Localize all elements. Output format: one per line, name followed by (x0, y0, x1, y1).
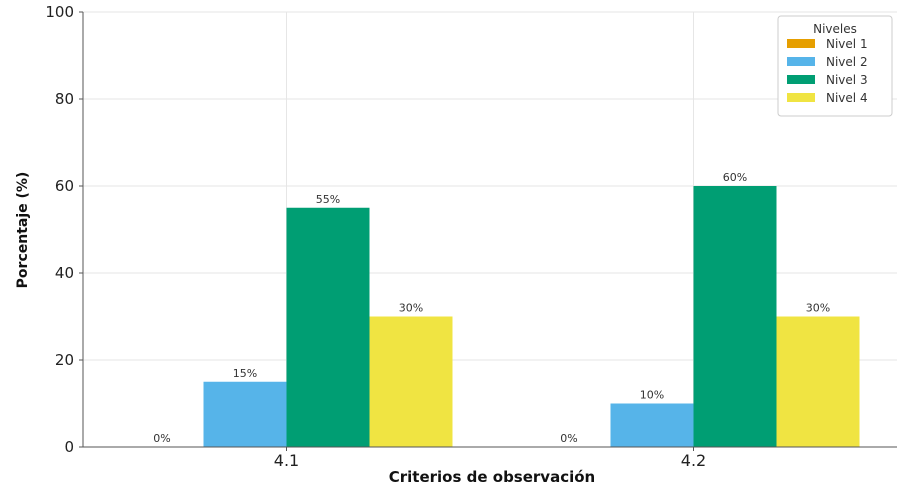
bar (693, 186, 777, 447)
y-tick-label: 100 (45, 3, 74, 21)
x-tick-labels: 4.1 4.2 (274, 451, 706, 470)
legend-swatch (787, 93, 815, 102)
bar-value-label: 60% (723, 171, 747, 184)
bar (369, 316, 453, 447)
axes (82, 12, 897, 448)
legend-swatch (787, 39, 815, 48)
y-tick-label: 20 (55, 351, 74, 369)
y-tick-label: 40 (55, 264, 74, 282)
x-tick-label: 4.1 (274, 451, 299, 470)
bar-value-label: 10% (640, 389, 664, 402)
bar (286, 207, 370, 447)
y-axis-title: Porcentaje (%) (15, 172, 31, 289)
bar-value-label: 15% (233, 367, 257, 380)
x-axis-title: Criterios de observación (389, 468, 595, 486)
legend: Niveles Nivel 1 Nivel 2 Nivel 3 Nivel 4 (777, 15, 893, 117)
legend-label: Nivel 2 (826, 55, 868, 69)
bar-value-labels: 0% 15% 55% 30% 0% 10% 60% 30% (153, 171, 830, 445)
bar-value-label: 0% (560, 432, 577, 445)
bar-value-label: 30% (806, 302, 830, 315)
bar (203, 381, 287, 447)
x-tick-label: 4.2 (681, 451, 706, 470)
bar (776, 316, 860, 447)
y-tick-label: 80 (55, 90, 74, 108)
bar-value-label: 0% (153, 432, 170, 445)
bars (203, 186, 860, 447)
y-tick-labels: 0 20 40 60 80 100 (45, 3, 74, 456)
legend-items: Nivel 1 Nivel 2 Nivel 3 Nivel 4 (787, 37, 868, 105)
legend-swatch (787, 57, 815, 66)
bar-value-label: 30% (399, 302, 423, 315)
legend-label: Nivel 3 (826, 73, 868, 87)
legend-label: Nivel 4 (826, 91, 868, 105)
bar (610, 403, 694, 447)
legend-label: Nivel 1 (826, 37, 868, 51)
bar-value-label: 55% (316, 193, 340, 206)
legend-title: Niveles (813, 22, 857, 36)
y-tick-label: 60 (55, 177, 74, 195)
y-tick-label: 0 (64, 438, 74, 456)
legend-swatch (787, 75, 815, 84)
